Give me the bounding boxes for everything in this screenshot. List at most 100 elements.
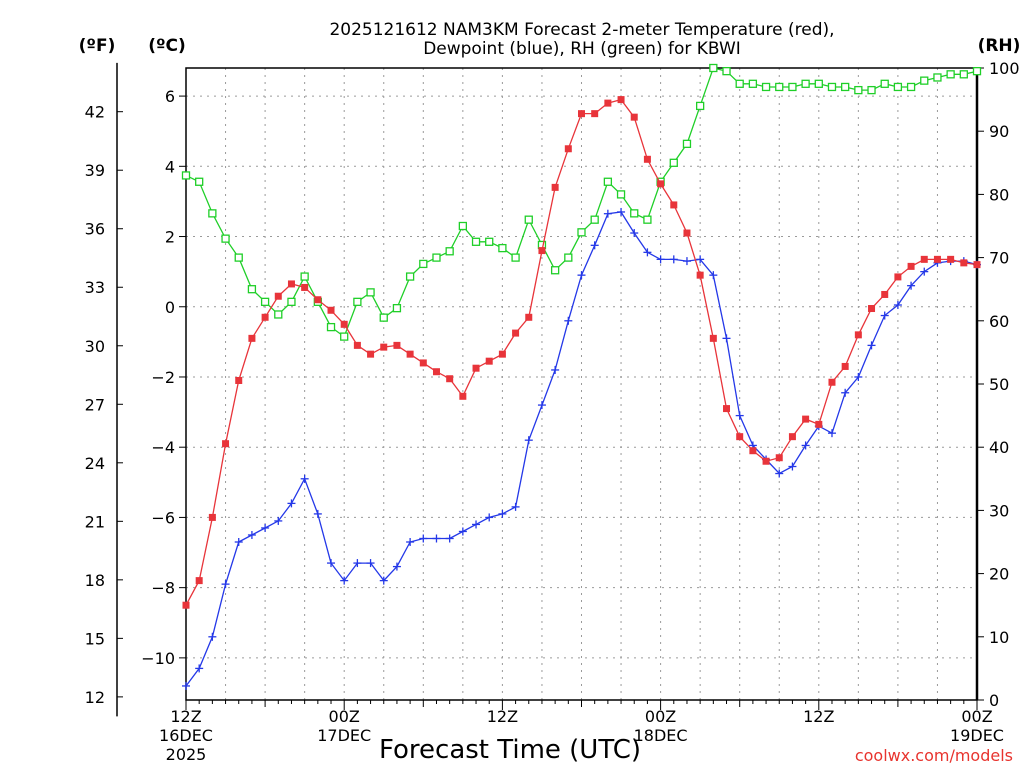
- temperature-point: [222, 440, 230, 448]
- rh-tick-label: 20: [989, 565, 1009, 584]
- temperature-point: [683, 229, 691, 237]
- rh-point: [524, 215, 533, 224]
- temperature-point: [828, 378, 836, 386]
- dewpoint-point: [709, 271, 718, 280]
- dewpoint-point: [630, 229, 639, 238]
- dewpoint-point: [788, 462, 797, 471]
- temperature-point: [696, 271, 704, 279]
- x-tick-label: 12Z: [803, 707, 834, 726]
- dewpoint-point: [247, 530, 256, 539]
- dewpoint-point: [603, 209, 612, 218]
- rh-point: [419, 259, 428, 269]
- celsius-tick-label: −4: [151, 438, 175, 457]
- dewpoint-point: [445, 534, 454, 543]
- rh-point: [195, 177, 204, 186]
- rh-tick-label: 100: [989, 59, 1020, 78]
- dewpoint-point: [617, 207, 626, 216]
- x-tick-label: 12Z: [170, 707, 201, 726]
- rh-point: [498, 243, 507, 253]
- rh-point: [511, 253, 520, 262]
- rh-point: [709, 63, 718, 73]
- dewpoint-point: [590, 241, 599, 250]
- rh-point: [827, 82, 837, 92]
- dewpoint-point: [682, 257, 691, 266]
- fahrenheit-tick-label: 27: [85, 395, 105, 414]
- dewpoint-point: [182, 681, 190, 690]
- celsius-tick-label: 2: [165, 228, 175, 247]
- temperature-point: [525, 313, 533, 321]
- dewpoint-point: [208, 632, 217, 641]
- dewpoint-point: [643, 248, 652, 257]
- dewpoint-point: [432, 534, 441, 543]
- rh-point: [340, 332, 349, 341]
- rh-point: [906, 82, 916, 92]
- rh-point: [959, 70, 968, 79]
- temperature-point: [657, 180, 665, 188]
- rh-point: [946, 70, 955, 79]
- celsius-tick-label: −10: [141, 649, 175, 668]
- chart-title-line-1: 2025121612 NAM3KM Forecast 2-meter Tempe…: [329, 20, 834, 40]
- fahrenheit-tick-label: 30: [85, 337, 105, 356]
- temperature-point: [802, 415, 810, 423]
- dewpoint-point: [841, 388, 850, 397]
- rh-point: [366, 288, 375, 297]
- celsius-tick-label: −8: [151, 579, 175, 598]
- temperature-point: [340, 320, 348, 328]
- rh-point: [603, 177, 613, 186]
- dewpoint-point: [379, 576, 388, 585]
- temperature-point: [446, 375, 454, 383]
- rh-point: [788, 82, 797, 92]
- rh-point: [577, 228, 586, 237]
- dewpoint-point: [577, 271, 586, 280]
- temperature-point: [723, 405, 731, 413]
- dewpoint-point: [524, 436, 533, 445]
- dewpoint-point: [472, 520, 481, 529]
- fahrenheit-tick-label: 15: [85, 629, 105, 648]
- temperature-point: [564, 145, 572, 153]
- dewpoint-point: [722, 334, 731, 343]
- fahrenheit-unit-label: (ºF): [79, 36, 116, 56]
- dewpoint-point: [880, 311, 889, 320]
- rh-tick-label: 60: [989, 312, 1009, 331]
- dewpoint-point: [419, 534, 428, 543]
- temperature-point: [551, 183, 559, 191]
- temperature-point: [538, 247, 546, 255]
- dewpoint-point: [735, 411, 744, 420]
- dewpoint-point: [511, 502, 520, 511]
- rh-point: [550, 266, 560, 275]
- rh-point: [801, 79, 810, 88]
- x-tick-label: 19DEC: [950, 726, 1004, 745]
- rh-point: [841, 82, 850, 92]
- rh-point: [392, 304, 402, 313]
- fahrenheit-tick-label: 42: [85, 103, 105, 122]
- x-tick-label: 00Z: [645, 707, 676, 726]
- dewpoint-point: [327, 559, 336, 568]
- x-tick-label: 12Z: [487, 707, 518, 726]
- rh-point: [775, 82, 784, 92]
- rh-point: [933, 73, 942, 82]
- rh-point: [669, 158, 678, 167]
- x-tick-label: 17DEC: [317, 726, 371, 745]
- temperature-point: [788, 433, 796, 441]
- x-tick-label: 2025: [166, 745, 207, 764]
- celsius-tick-label: 6: [165, 87, 175, 106]
- axes: 6420−2−4−6−8−104239363330272421181512100…: [85, 59, 1020, 764]
- rh-point: [274, 310, 283, 319]
- fahrenheit-tick-label: 18: [85, 571, 105, 590]
- dewpoint-point: [656, 255, 665, 264]
- rh-point: [893, 82, 903, 92]
- grid-lines: [186, 68, 977, 700]
- rh-point: [735, 79, 744, 88]
- rh-point: [682, 139, 692, 148]
- rh-point: [485, 237, 494, 246]
- dewpoint-point: [537, 401, 546, 410]
- rh-point: [221, 234, 230, 243]
- temperature-point: [894, 273, 902, 281]
- chart-title-line-2: Dewpoint (blue), RH (green) for KBWI: [423, 39, 741, 59]
- temperature-point: [841, 362, 849, 370]
- temperature-point: [749, 447, 757, 455]
- celsius-tick-label: −2: [151, 368, 175, 387]
- rh-point: [761, 82, 771, 92]
- temperature-point: [868, 305, 876, 313]
